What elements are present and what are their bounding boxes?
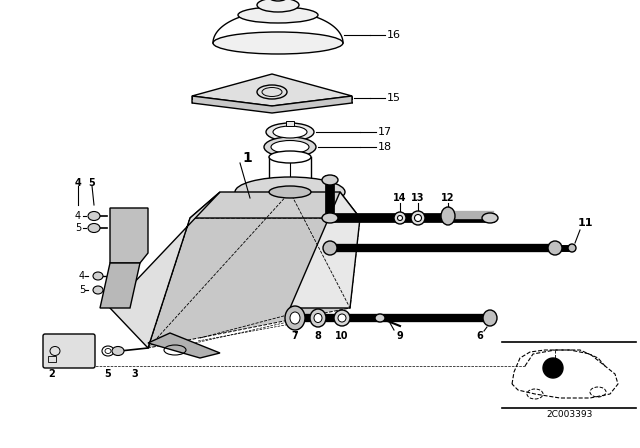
Ellipse shape (112, 346, 124, 356)
Bar (48, 356, 56, 362)
Text: 18: 18 (378, 142, 392, 152)
Ellipse shape (323, 241, 337, 255)
Circle shape (543, 358, 563, 378)
Ellipse shape (322, 175, 338, 185)
Ellipse shape (271, 141, 309, 154)
Ellipse shape (213, 32, 343, 54)
Text: 11: 11 (577, 218, 593, 228)
Ellipse shape (238, 7, 318, 23)
Text: 2: 2 (49, 369, 56, 379)
Polygon shape (110, 208, 148, 263)
Text: 12: 12 (441, 193, 455, 203)
Ellipse shape (482, 213, 498, 223)
Text: 5: 5 (75, 223, 81, 233)
Text: 7: 7 (292, 331, 298, 341)
Text: 1: 1 (242, 151, 252, 165)
Ellipse shape (548, 241, 562, 255)
Ellipse shape (273, 126, 307, 138)
Bar (286, 121, 294, 126)
Ellipse shape (285, 306, 305, 330)
Ellipse shape (334, 310, 350, 326)
Ellipse shape (375, 314, 385, 322)
Ellipse shape (235, 177, 345, 207)
Polygon shape (192, 96, 352, 113)
Text: 4: 4 (79, 271, 85, 281)
Ellipse shape (269, 151, 311, 163)
Polygon shape (192, 74, 352, 106)
Ellipse shape (290, 312, 300, 324)
Polygon shape (290, 192, 360, 308)
Text: 13: 13 (412, 193, 425, 203)
Text: 8: 8 (315, 331, 321, 341)
Ellipse shape (394, 212, 406, 224)
Text: 6: 6 (477, 331, 483, 341)
Polygon shape (100, 263, 140, 308)
Polygon shape (190, 192, 360, 218)
Ellipse shape (264, 137, 316, 157)
Ellipse shape (269, 0, 287, 1)
Ellipse shape (338, 314, 346, 322)
Text: 9: 9 (397, 331, 403, 341)
Ellipse shape (415, 215, 422, 221)
Ellipse shape (568, 244, 576, 252)
Text: 15: 15 (387, 93, 401, 103)
Ellipse shape (269, 186, 311, 198)
Text: 2C003393: 2C003393 (547, 409, 593, 418)
Polygon shape (148, 218, 360, 348)
Text: 3: 3 (132, 369, 138, 379)
Text: 10: 10 (335, 331, 349, 341)
Ellipse shape (93, 272, 103, 280)
Ellipse shape (257, 0, 299, 12)
Polygon shape (110, 192, 220, 348)
Ellipse shape (266, 123, 314, 141)
Text: 17: 17 (378, 127, 392, 137)
Ellipse shape (411, 211, 425, 225)
Text: 5: 5 (79, 285, 85, 295)
Text: 4: 4 (75, 211, 81, 221)
Ellipse shape (314, 314, 322, 323)
Ellipse shape (310, 309, 326, 327)
Polygon shape (148, 333, 220, 358)
Text: 14: 14 (393, 193, 407, 203)
Ellipse shape (88, 211, 100, 220)
Text: 5: 5 (104, 369, 111, 379)
Text: 5: 5 (88, 178, 95, 188)
Text: 4: 4 (75, 178, 81, 188)
Ellipse shape (88, 224, 100, 233)
Ellipse shape (93, 286, 103, 294)
Ellipse shape (483, 310, 497, 326)
Text: 16: 16 (387, 30, 401, 40)
Ellipse shape (322, 213, 338, 223)
FancyBboxPatch shape (43, 334, 95, 368)
Ellipse shape (441, 207, 455, 225)
Ellipse shape (397, 215, 403, 220)
